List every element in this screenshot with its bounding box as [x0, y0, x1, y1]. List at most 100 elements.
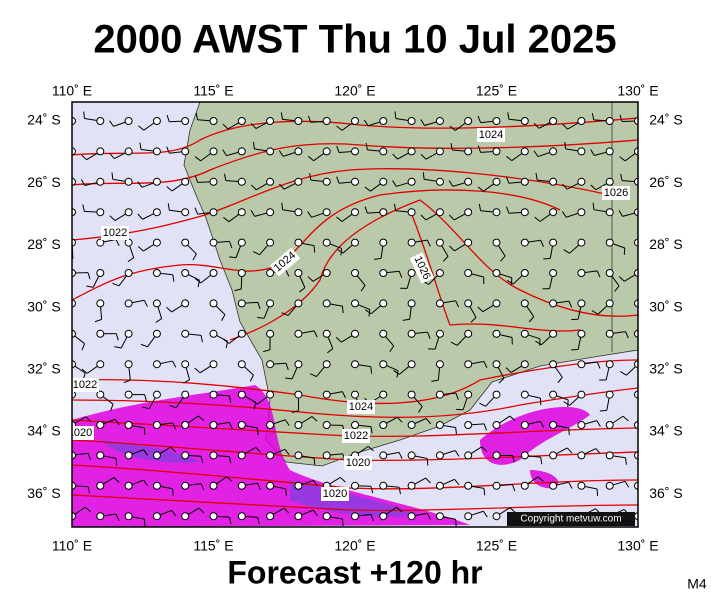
barb-flag [250, 184, 257, 191]
barb-flag [284, 448, 290, 456]
barb-flag [539, 421, 545, 428]
station [379, 329, 388, 338]
station [96, 117, 105, 125]
lon-label-bottom: 120˚ E [334, 538, 375, 554]
isobar-label-text: 1022 [344, 430, 368, 442]
barb-flag [172, 274, 175, 282]
station [379, 269, 388, 277]
barb-flag [87, 453, 92, 460]
station [72, 177, 76, 186]
barb-flag [336, 216, 343, 222]
barb-flag [285, 363, 289, 371]
barb-flag [592, 202, 595, 210]
station [96, 421, 105, 429]
lon-label-bottom: 125˚ E [476, 538, 517, 554]
barb-flag [94, 318, 102, 323]
station [634, 177, 638, 186]
station [152, 421, 161, 429]
barb-flag [170, 446, 177, 453]
barb-flag [327, 348, 334, 354]
station [549, 117, 558, 125]
barb-flag [263, 349, 271, 353]
barb-flag [619, 114, 623, 122]
barb-flag [479, 402, 486, 407]
barb-flag [155, 318, 162, 323]
station [492, 512, 501, 521]
station [152, 299, 161, 308]
barb-flag [281, 312, 289, 317]
station [266, 147, 275, 156]
lat-label-left: 32˚ S [27, 361, 60, 377]
barb-flag [172, 360, 177, 368]
barb-flag [568, 300, 573, 308]
barb-flag [137, 213, 143, 220]
isobar-label-text: 1024 [479, 129, 503, 141]
barb-flag [590, 149, 595, 156]
barb-flag [143, 519, 146, 527]
barb-flag [194, 278, 202, 284]
barb-flag [250, 210, 256, 217]
station [181, 177, 190, 186]
station [152, 390, 161, 399]
map-code: M4 [687, 576, 707, 592]
barb-flag [506, 280, 514, 285]
barb-flag [528, 316, 535, 323]
isobar-label: 1020 [321, 487, 349, 501]
station [72, 208, 76, 217]
station [379, 421, 388, 429]
barb-flag [336, 145, 340, 153]
station [634, 147, 638, 156]
station [294, 512, 303, 521]
barb-flag [113, 477, 120, 483]
station [464, 421, 473, 429]
station [520, 451, 529, 460]
station [266, 177, 275, 186]
station [464, 117, 473, 125]
barb-flag [426, 239, 431, 247]
station [124, 238, 133, 247]
lat-label-right: 24˚ S [649, 112, 682, 128]
station [72, 481, 76, 490]
station [407, 269, 416, 277]
barb-flag [194, 156, 201, 162]
barb-flag [370, 366, 373, 374]
barb-flag [533, 150, 539, 157]
station [520, 208, 529, 217]
barb-flag [312, 509, 318, 517]
station [605, 177, 614, 186]
station [379, 177, 388, 186]
station [209, 421, 218, 429]
barb-flag [81, 368, 88, 374]
station [294, 117, 303, 125]
station [520, 117, 529, 125]
station [181, 269, 190, 277]
station [124, 360, 133, 369]
barb-flag [431, 379, 439, 382]
station [435, 238, 444, 247]
station [124, 390, 133, 399]
station [379, 299, 388, 308]
barb-flag [143, 449, 149, 456]
station [492, 329, 501, 338]
barb-flag [454, 450, 460, 457]
station [181, 299, 190, 308]
station [549, 208, 558, 217]
barb-flag [389, 345, 395, 353]
barb-flag [426, 458, 429, 466]
barb-flag [115, 239, 120, 247]
station [577, 208, 586, 217]
station [124, 208, 133, 217]
isobar-label: 1026 [602, 186, 630, 200]
barb-flag [283, 507, 290, 514]
barb-flag [420, 153, 427, 160]
station [379, 512, 388, 521]
station [435, 512, 444, 521]
barb-flag [483, 488, 486, 496]
barb-flag [625, 331, 629, 339]
station [181, 329, 190, 338]
axis-labels: 110˚ E 110˚ E 115˚ E 115˚ E 120˚ E 120˚ E 125˚… [27, 83, 682, 554]
station [464, 208, 473, 217]
station [577, 299, 586, 308]
station [464, 238, 473, 247]
barb-flag [425, 418, 432, 425]
